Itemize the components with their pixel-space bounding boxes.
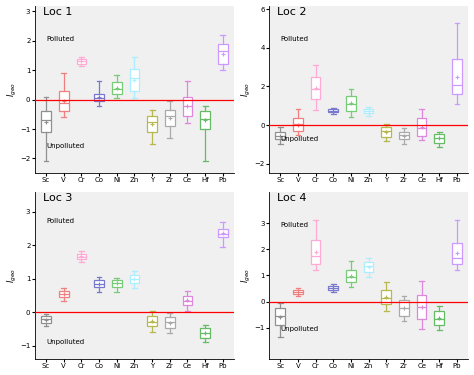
Text: Unpolluted: Unpolluted <box>46 339 85 345</box>
PathPatch shape <box>147 316 157 326</box>
PathPatch shape <box>346 270 356 282</box>
PathPatch shape <box>182 296 192 305</box>
PathPatch shape <box>417 295 427 319</box>
Text: Loc 3: Loc 3 <box>43 194 72 203</box>
PathPatch shape <box>452 60 462 94</box>
PathPatch shape <box>311 240 320 264</box>
PathPatch shape <box>129 275 139 283</box>
PathPatch shape <box>417 118 427 136</box>
PathPatch shape <box>41 316 51 323</box>
PathPatch shape <box>200 328 210 339</box>
PathPatch shape <box>112 280 122 286</box>
PathPatch shape <box>182 97 192 116</box>
PathPatch shape <box>364 109 374 114</box>
Y-axis label: $I_{geo}$: $I_{geo}$ <box>240 82 253 97</box>
Y-axis label: $I_{geo}$: $I_{geo}$ <box>6 268 18 283</box>
PathPatch shape <box>59 291 69 297</box>
PathPatch shape <box>275 308 285 325</box>
PathPatch shape <box>165 110 174 126</box>
PathPatch shape <box>435 134 444 143</box>
PathPatch shape <box>382 290 391 304</box>
Text: Loc 2: Loc 2 <box>277 7 306 17</box>
Text: Loc 1: Loc 1 <box>43 7 72 17</box>
PathPatch shape <box>76 254 86 259</box>
PathPatch shape <box>452 243 462 264</box>
PathPatch shape <box>293 118 303 131</box>
PathPatch shape <box>435 311 444 325</box>
Y-axis label: $I_{geo}$: $I_{geo}$ <box>240 268 253 283</box>
PathPatch shape <box>346 96 356 111</box>
PathPatch shape <box>328 109 338 112</box>
Text: Polluted: Polluted <box>46 219 74 225</box>
PathPatch shape <box>218 228 228 237</box>
PathPatch shape <box>382 127 391 136</box>
PathPatch shape <box>218 44 228 64</box>
Text: Polluted: Polluted <box>281 36 309 42</box>
PathPatch shape <box>112 82 122 94</box>
PathPatch shape <box>293 290 303 294</box>
PathPatch shape <box>399 132 409 140</box>
PathPatch shape <box>41 111 51 132</box>
Text: Polluted: Polluted <box>281 222 309 228</box>
PathPatch shape <box>200 111 210 129</box>
PathPatch shape <box>94 280 104 287</box>
Text: Unpolluted: Unpolluted <box>281 326 319 332</box>
Text: Unpolluted: Unpolluted <box>46 143 85 149</box>
PathPatch shape <box>311 77 320 99</box>
PathPatch shape <box>364 262 374 272</box>
PathPatch shape <box>165 317 174 328</box>
Text: Polluted: Polluted <box>46 36 74 42</box>
Text: Unpolluted: Unpolluted <box>281 136 319 142</box>
PathPatch shape <box>275 132 285 140</box>
PathPatch shape <box>76 59 86 64</box>
PathPatch shape <box>328 286 338 290</box>
PathPatch shape <box>94 94 104 101</box>
PathPatch shape <box>399 300 409 316</box>
PathPatch shape <box>59 91 69 111</box>
PathPatch shape <box>129 69 139 91</box>
PathPatch shape <box>147 116 157 132</box>
Y-axis label: $I_{geo}$: $I_{geo}$ <box>6 82 18 97</box>
Text: Loc 4: Loc 4 <box>277 194 306 203</box>
